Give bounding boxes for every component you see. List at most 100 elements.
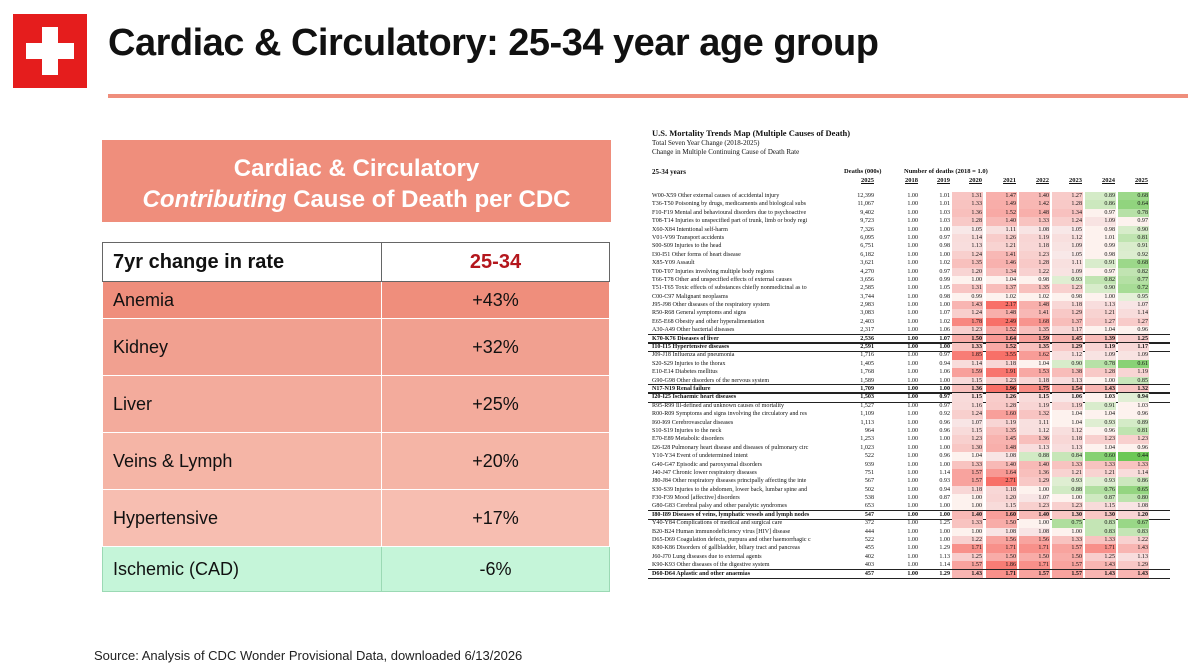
rate-cell: 1.00: [907, 478, 918, 485]
rate-cell: 0.89: [1118, 418, 1149, 427]
deaths-value: 1,716: [860, 352, 874, 359]
rate-cell: 1.13: [939, 553, 950, 560]
deaths-value: 502: [864, 486, 874, 493]
rate-cell: 0.85: [1118, 376, 1149, 385]
deaths-value: 12,399: [857, 193, 874, 199]
cause-label: T66-T78 Other and unspecified effects of…: [652, 276, 792, 283]
rate-cell: 1.20: [986, 494, 1017, 503]
rate-cell: 1.05: [1052, 250, 1083, 260]
rate-cell: 1.34: [1052, 208, 1083, 218]
deaths-value: 9,723: [860, 218, 874, 225]
rate-cell: 1.22: [1118, 536, 1149, 545]
cause-label: E65-E68 Obesity and other hyperalimentat…: [652, 318, 765, 325]
table-row: V01-V99 Transport accidents 6,095 1.00 0.97…: [648, 233, 1170, 243]
rate-cell: 1.00: [907, 234, 918, 241]
table-row: Ischemic (CAD) -6%: [102, 546, 610, 592]
deaths-value: 751: [864, 469, 874, 476]
rate-cell: 1.41: [1019, 309, 1050, 318]
rate-cell: 1.40: [1019, 460, 1050, 469]
rate-cell: 1.00: [907, 369, 918, 376]
rate-cell: 1.52: [986, 343, 1017, 352]
rate-cell: 1.36: [952, 384, 983, 394]
rate-cell: 1.57: [952, 468, 983, 478]
year-header: 2018: [905, 177, 918, 184]
table-row: Kidney +32%: [102, 318, 610, 376]
rate-cell: 1.18: [1019, 376, 1050, 385]
mortality-table-subtitle-1: Total Seven Year Change (2018-2025): [652, 139, 760, 147]
table-row: D60-D64 Aplastic and other anaemias 457 1.…: [648, 568, 1170, 580]
rate-cell: 1.48: [1019, 301, 1050, 310]
rate-cell: 1.00: [907, 419, 918, 426]
rate-cell: 1.18: [1052, 435, 1083, 444]
cause-label: S30-S39 Injuries to the abdomen, lower b…: [652, 486, 808, 493]
row-category: Kidney: [102, 318, 382, 376]
rate-cell: 1.27: [1052, 192, 1083, 201]
rate-cell: 1.08: [986, 527, 1017, 537]
rate-cell: 1.30: [1052, 510, 1083, 520]
rate-cell: 0.94: [939, 486, 950, 493]
cause-label: T51-T65 Toxic effects of substances chie…: [652, 285, 807, 292]
rate-cell: 1.00: [907, 310, 918, 317]
rate-cell: 1.01: [939, 193, 950, 199]
rate-cell: 1.23: [986, 376, 1017, 385]
rate-cell: 1.00: [1019, 485, 1050, 495]
cause-label: T00-T07 Injuries involving multiple body…: [652, 268, 774, 275]
cause-label: J80-J84 Other respiratory diseases princ…: [652, 478, 807, 485]
rate-cell: 1.29: [1118, 561, 1149, 570]
rate-cell: 1.57: [1052, 544, 1083, 553]
rate-cell: 1.57: [1052, 569, 1083, 578]
deaths-value: 3,621: [860, 260, 874, 267]
rate-cell: 1.03: [939, 209, 950, 216]
table-row: W00-X59 Other external causes of acciden…: [648, 192, 1170, 201]
deaths-value: 3,656: [860, 276, 874, 283]
rate-cell: 1.00: [939, 444, 950, 451]
rate-cell: 1.35: [1019, 284, 1050, 293]
rate-cell: 1.56: [1019, 536, 1050, 545]
cause-label: F10-F19 Mental and behavioural disorders…: [652, 209, 807, 216]
rate-cell: 0.61: [1118, 359, 1149, 369]
table-row: I80-I89 Diseases of veins, lymphatic ves…: [648, 509, 1170, 521]
rate-cell: 1.31: [952, 192, 983, 201]
rate-cell: 1.00: [907, 486, 918, 493]
rate-cell: 1.05: [952, 225, 983, 234]
rate-cell: 0.87: [939, 495, 950, 502]
rate-cell: 1.29: [939, 570, 950, 577]
mortality-table-title: U.S. Mortality Trends Map (Multiple Caus…: [652, 128, 851, 138]
rate-cell: 1.18: [986, 485, 1017, 495]
cause-label: I10-I15 Hypertensive diseases: [652, 344, 730, 351]
rate-cell: 1.00: [907, 394, 918, 401]
rate-cell: 1.37: [1052, 317, 1083, 327]
table-row: T51-T65 Toxic effects of substances chie…: [648, 284, 1170, 293]
rate-cell: 1.00: [907, 570, 918, 577]
rate-cell: 1.38: [1052, 368, 1083, 377]
rate-cell: 1.42: [1019, 200, 1050, 209]
rate-cell: 0.93: [1052, 477, 1083, 486]
cause-label: B20-B24 Human immunodeficiency virus [HI…: [652, 528, 791, 535]
rate-cell: 1.21: [1085, 468, 1116, 478]
deaths-value: 1,405: [860, 360, 874, 367]
rate-cell: 1.15: [1085, 502, 1116, 511]
rate-cell: 0.98: [1052, 292, 1083, 302]
cause-label: J09-J18 Influenza and pneumonia: [652, 352, 735, 359]
rate-cell: 1.04: [1085, 443, 1116, 453]
deaths-value: 538: [864, 495, 874, 502]
rate-cell: 0.98: [1085, 250, 1116, 260]
rate-cell: 1.12: [1052, 351, 1083, 360]
rate-cell: 0.68: [1118, 192, 1149, 201]
table-row: X85-Y09 Assault 3,621 1.00 1.02 1.35 1.46 1.28…: [648, 259, 1170, 268]
deaths-value: 3,744: [860, 293, 874, 300]
rate-cell: 0.94: [939, 360, 950, 367]
rate-cell: 1.52: [986, 326, 1017, 335]
rate-cell: 1.48: [986, 309, 1017, 318]
deaths-value: 2,536: [860, 335, 874, 342]
rate-cell: 1.04: [1085, 410, 1116, 419]
rate-cell: 1.19: [1118, 368, 1149, 377]
red-cross-logo: [13, 14, 87, 88]
rate-cell: 1.08: [1019, 527, 1050, 537]
row-value: -6%: [381, 546, 610, 592]
rate-cell: 1.49: [986, 200, 1017, 209]
rate-cell: 1.25: [952, 552, 983, 562]
rate-cell: 1.28: [1085, 368, 1116, 377]
rate-cell: 1.50: [952, 334, 983, 344]
row-value: +32%: [381, 318, 610, 376]
